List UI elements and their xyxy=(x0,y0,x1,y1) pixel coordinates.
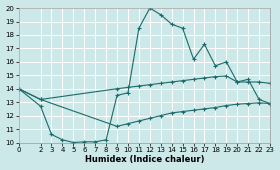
X-axis label: Humidex (Indice chaleur): Humidex (Indice chaleur) xyxy=(85,155,204,164)
